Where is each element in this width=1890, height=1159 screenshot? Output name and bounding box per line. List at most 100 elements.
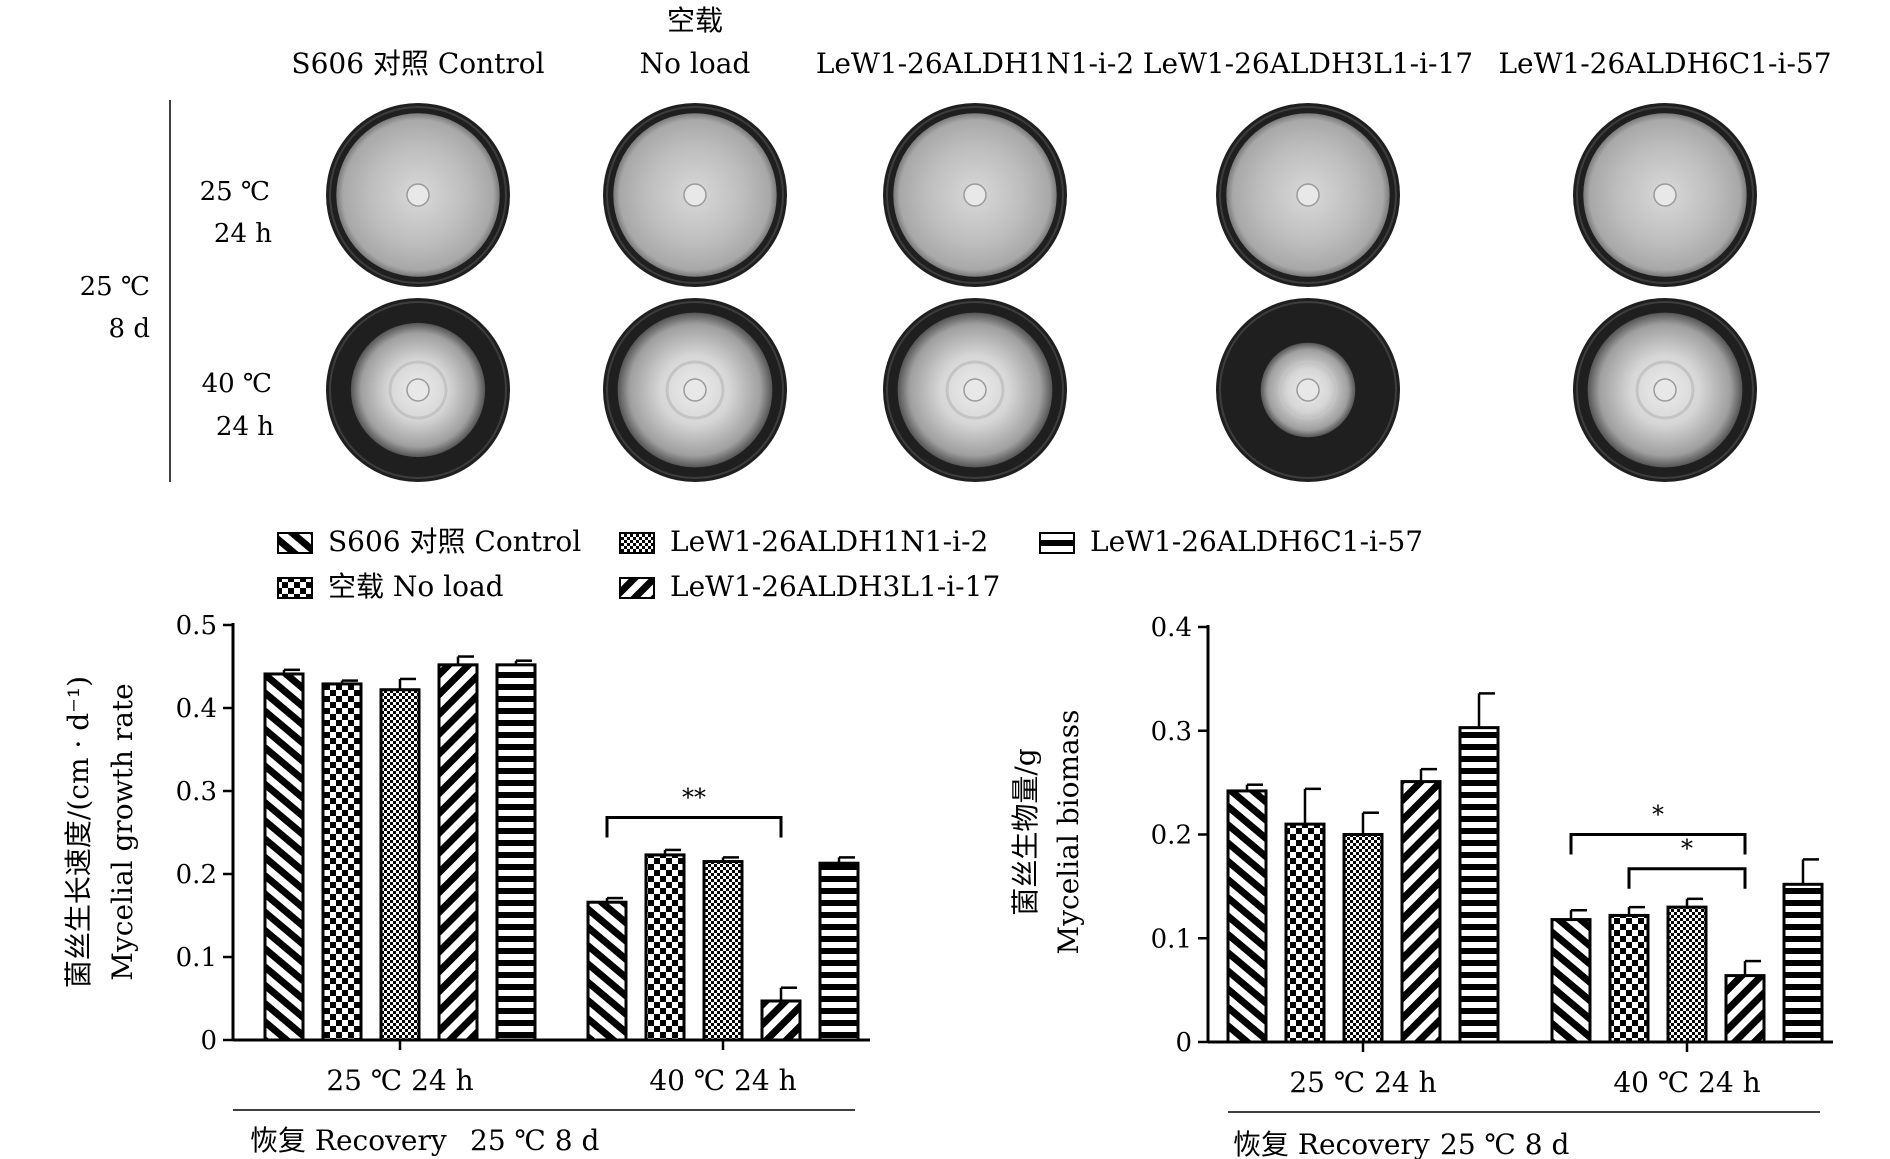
y-tick-label-0: 0	[200, 1026, 217, 1056]
y-tick-label-4: 0.4	[176, 694, 217, 724]
y-tick-label-0: 0	[1175, 1028, 1192, 1058]
recovery-condition: 25 ℃ 8 d	[1440, 1128, 1569, 1159]
bar-1-2	[702, 860, 744, 1042]
y-tick-label-3: 0.3	[176, 777, 217, 807]
bar-1-1	[644, 853, 686, 1042]
bar-0-1	[321, 682, 363, 1042]
plate-rim	[329, 106, 507, 284]
bar-1-3	[760, 999, 802, 1042]
plate-rim	[1576, 106, 1754, 284]
growth-ring	[1635, 360, 1695, 420]
bar-0-0	[263, 672, 305, 1042]
y-tick-label-2: 0.2	[176, 860, 217, 890]
y-axis-label-cn: 菌丝生物量/g	[1009, 748, 1042, 915]
plate-rim	[606, 106, 784, 284]
legend-label-2: LeW1-26ALDH1N1-i-2	[670, 525, 988, 558]
bar-0-4	[1458, 726, 1500, 1044]
y-axis-label-en: Mycelial biomass	[1052, 710, 1085, 955]
y-tick-label-2: 0.2	[1151, 821, 1192, 851]
petri-plate-r1-c0	[326, 298, 510, 482]
inoculum-plug	[1653, 378, 1677, 402]
y-tick-label-4: 0.4	[1151, 613, 1192, 643]
y-tick-label-1: 0.1	[1151, 924, 1192, 954]
petri-plate-r1-c4	[1573, 298, 1757, 482]
legend-swatch-4	[1039, 532, 1075, 554]
legend-swatch-2	[619, 532, 655, 554]
plate-rim	[1576, 301, 1754, 479]
significance-bracket-1	[1627, 867, 1747, 889]
legend-label-4: LeW1-26ALDH6C1-i-57	[1090, 525, 1423, 558]
plate-rim	[886, 106, 1064, 284]
significance-bracket-0	[1569, 833, 1747, 855]
legend-label-1: 空载 No load	[328, 570, 504, 603]
bar-0-1	[1284, 822, 1326, 1044]
petri-plate-r0-c3	[1216, 103, 1400, 287]
y-tick-label-1: 0.1	[176, 943, 217, 973]
pre-condition-duration: 8 d	[109, 314, 150, 344]
row-label-40-duration: 24 h	[216, 412, 274, 442]
recovery-label: 恢复 Recovery	[250, 1124, 447, 1157]
column-header-0: S606 对照 Control	[291, 47, 544, 80]
growth-ring	[388, 360, 448, 420]
y-axis-label-cn: 菌丝生长速度/(cm · d⁻¹)	[62, 676, 95, 988]
plate-rim	[606, 301, 784, 479]
bar-1-2	[1666, 905, 1708, 1044]
bar-0-3	[437, 663, 479, 1042]
growth-ring	[665, 360, 725, 420]
chart-growth-rate: 0 0.1 0.2 0.3 0.4 0.5 菌丝生长速度/(cm · d⁻¹) Mycelia…	[62, 611, 870, 1157]
row-label-25-temp: 25 ℃	[200, 177, 270, 207]
legend-swatch-1	[277, 577, 313, 599]
plate-rim	[886, 301, 1064, 479]
inoculum-plug	[1296, 183, 1320, 207]
x-tick-label-1: 40 ℃ 24 h	[1613, 1066, 1760, 1099]
plate-rim	[329, 301, 507, 479]
bar-0-4	[495, 663, 537, 1042]
petri-plate-r0-c4	[1573, 103, 1757, 287]
photo-column-headers: S606 对照 Control 空载 No load LeW1-26ALDH1N1-i…	[291, 4, 1831, 80]
petri-plate-r1-c3	[1216, 298, 1400, 482]
x-tick-label-0: 25 ℃ 24 h	[1289, 1066, 1436, 1099]
plate-rim	[1219, 301, 1397, 479]
inoculum-plug	[963, 183, 987, 207]
bar-0-0	[1226, 789, 1268, 1044]
x-tick-label-1: 40 ℃ 24 h	[649, 1064, 796, 1097]
chart-biomass: 0 0.1 0.2 0.3 0.4 菌丝生物量/g Mycelial biomass 25 ℃…	[1009, 613, 1833, 1159]
petri-plate-r0-c2	[883, 103, 1067, 287]
plate-rim	[1219, 106, 1397, 284]
column-header-2: LeW1-26ALDH1N1-i-2	[816, 47, 1134, 80]
y-axis-label-en: Mycelial growth rate	[106, 683, 139, 980]
significance-label-0: *	[1652, 801, 1664, 829]
petri-plate-r1-c1	[603, 298, 787, 482]
inoculum-plug	[683, 378, 707, 402]
petri-plate-r0-c1	[603, 103, 787, 287]
column-header-1: No load	[640, 47, 751, 80]
bar-1-4	[818, 861, 860, 1042]
legend: S606 对照 Control 空载 No load LeW1-26ALDH1N1-…	[277, 525, 1423, 603]
legend-swatch-0	[277, 532, 313, 554]
petri-plate-r1-c2	[883, 298, 1067, 482]
petri-plate-r0-c0	[326, 103, 510, 287]
significance-bracket-0	[605, 816, 783, 838]
row-label-40-temp: 40 ℃	[202, 369, 272, 399]
column-header-4: LeW1-26ALDH6C1-i-57	[1498, 47, 1831, 80]
significance-label-0: **	[682, 784, 706, 812]
inoculum-plug	[683, 183, 707, 207]
recovery-condition: 25 ℃ 8 d	[470, 1124, 599, 1157]
recovery-label: 恢复 Recovery	[1233, 1128, 1430, 1159]
bar-1-0	[1550, 918, 1592, 1044]
inoculum-plug	[1296, 378, 1320, 402]
column-header-1-line1: 空载	[667, 4, 723, 37]
inoculum-plug	[406, 183, 430, 207]
legend-label-3: LeW1-26ALDH3L1-i-17	[670, 570, 1000, 603]
y-tick-label-5: 0.5	[176, 611, 217, 641]
pre-condition-temp: 25 ℃	[80, 272, 150, 302]
bar-1-0	[586, 900, 628, 1042]
y-tick-label-3: 0.3	[1151, 717, 1192, 747]
bar-1-4	[1782, 882, 1824, 1044]
column-header-3: LeW1-26ALDH3L1-i-17	[1143, 47, 1473, 80]
x-tick-label-0: 25 ℃ 24 h	[326, 1064, 473, 1097]
growth-ring	[945, 360, 1005, 420]
bar-0-2	[379, 688, 421, 1042]
